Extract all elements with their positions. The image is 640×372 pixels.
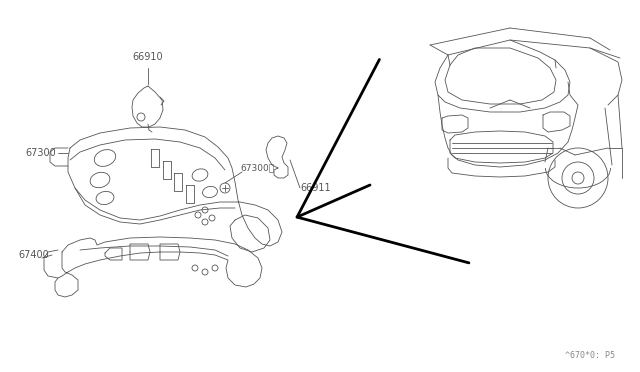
Text: 66910: 66910	[132, 52, 163, 62]
Text: ^670*0: P5: ^670*0: P5	[565, 351, 615, 360]
Text: 67300ⓓ: 67300ⓓ	[240, 164, 274, 173]
Text: 67300: 67300	[25, 148, 56, 158]
Text: 67400: 67400	[18, 250, 49, 260]
Text: 66911: 66911	[300, 183, 331, 193]
